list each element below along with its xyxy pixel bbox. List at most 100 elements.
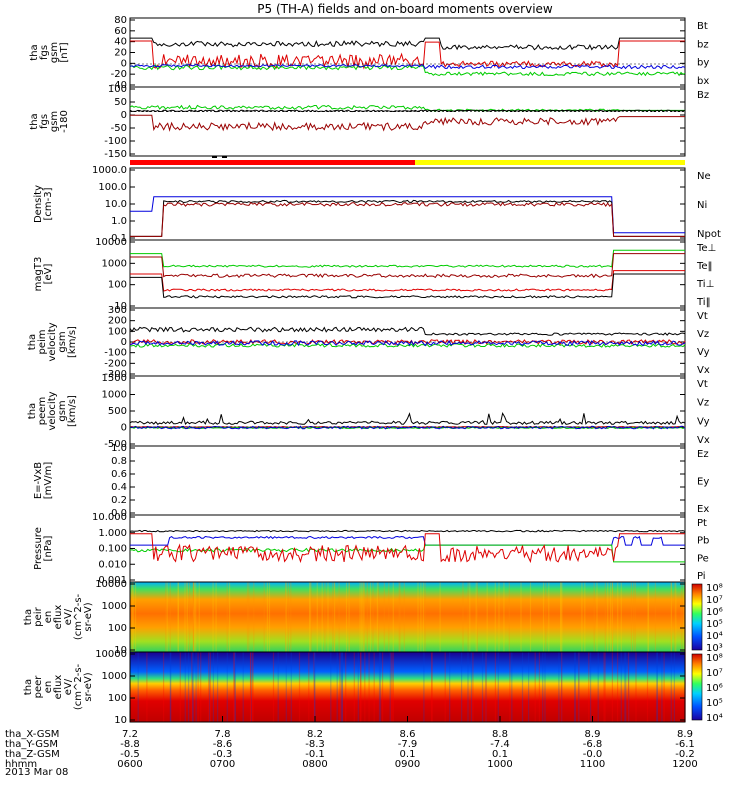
efield-ylabel-line: [mV/m] [43,462,54,500]
x-tick-x_gsm: 8.2 [307,729,323,740]
date-label: 2013 Mar 08 [5,767,68,778]
x-tick-y_gsm: -8.3 [305,739,325,750]
ion_spec-ylabel-line: en [43,611,54,624]
density-ytick-label: 0.1 [111,233,127,244]
ion_spec-ytick-label: 100 [108,623,127,634]
elec_spec-colorbar-label: 10⁵ [706,698,723,709]
ion_velocity-ylabel-line: velocity [47,322,58,361]
ion_spec-colorbar-label: 10⁸ [706,583,723,594]
ion_spec-ytick-label: 10 [114,645,127,656]
ion_spec-spectrogram [130,582,685,652]
pressure-trace [130,533,685,564]
temperature-legend-Te⊥: Te⊥ [696,243,716,254]
pressure-ylabel-line: [nPa] [43,535,54,561]
angles-ylabel-line: -180 [59,110,70,133]
ion_velocity-ytick-label: 0 [121,337,127,348]
elec_spec-colorbar-label: 10⁷ [706,668,723,679]
ion_velocity-ylabel-line: [km/s] [67,326,78,358]
ion_velocity-ylabel-line: peim [37,329,48,354]
elec_spec-colorbar-label: 10⁴ [706,713,723,724]
pressure-ytick-label: 1.000 [98,528,127,539]
electron_velocity-ytick-label: 1500 [102,373,127,384]
ion_spec-colorbar-label: 10³ [706,643,723,654]
ion_velocity-ylabel-line: tha [27,334,38,350]
ion_spec-colorbar-label: 10⁷ [706,595,723,606]
fgs-frame [129,17,686,88]
efield-ytick-label: 0.0 [111,508,127,519]
x-axis-table: tha_X-GSMtha_Y-GSMtha_Z-GSMhhmm7.2-8.8-0… [5,716,698,770]
plot-title: P5 (TH-A) fields and on-board moments ov… [257,2,553,16]
angles-ytick-label: -50 [111,123,127,134]
pressure-ytick-label: 0.010 [98,559,127,570]
density-trace [130,201,685,237]
fgs-ylabel-line: tha [29,44,40,60]
fgs-ytick-label: -20 [111,69,127,80]
pressure-trace [130,535,685,546]
electron_velocity-legend-Vt: Vt [697,379,708,390]
pressure-ytick-label: 0.001 [98,575,127,586]
fgs-ytick-label: -40 [111,80,127,91]
panel-electron_velocity: 1500 1000 500 0 -500 tha peem velocity gsm [km/s]… [27,373,710,450]
fgs-ytick-label: 0 [121,58,127,69]
x-row-label: tha_X-GSM [5,729,59,740]
x-tick-z_gsm: -0.0 [583,749,603,760]
ion_spec-ylabel-line: sr-eV) [83,602,94,631]
panel-efield: 1.0 0.8 0.6 0.4 0.2 0.0 E=-VxB [mV/m] Ez Ey Ex [33,443,709,519]
electron_velocity-legend-Vx: Vx [697,435,710,446]
elec_spec-ylabel-line: eflux [53,675,64,700]
x-tick-hhmm: 1200 [672,759,697,770]
ion_velocity-legend-Vx: Vx [697,365,710,376]
ion_velocity-trace [129,339,686,346]
fgs-ytick-label: 60 [114,26,127,37]
x-tick-z_gsm: 0.1 [400,749,416,760]
electron_velocity-legend-Vz: Vz [697,398,709,409]
density-ytick-label: 100.0 [98,182,127,193]
ion_velocity-legend-Vt: Vt [697,311,708,322]
ion_spec-ylabel-line: (cm^2-s- [73,593,84,640]
angles-ytick-label: 50 [114,97,127,108]
density-ylabel-line: Density [33,185,44,223]
elec_spec-ylabel-line: eV/ [63,678,74,695]
ion_spec-colorbar-label: 10⁵ [706,619,723,630]
x-tick-z_gsm: -0.5 [120,749,140,760]
angles-ylabel-line: tha [29,113,40,129]
temperature-ytick-label: 1000 [102,258,127,269]
elec_spec-ytick-label: 10000 [95,649,127,660]
angles-legend-Bz: Bz [697,90,709,101]
ion_velocity-ytick-label: 100 [108,326,127,337]
fgs-trace [130,40,685,70]
pressure-ytick-label: 0.100 [98,544,127,555]
ion_spec-ylabel-line: tha [23,609,34,625]
x-tick-hhmm: 0800 [302,759,327,770]
x-tick-hhmm: 0700 [210,759,235,770]
fgs-ytick-label: 40 [114,37,127,48]
elec_spec-colorbar-label: 10⁶ [706,683,723,694]
ion_velocity-ylabel-line: gsm [57,331,68,352]
temperature-ylabel-line: magT3 [33,257,44,292]
efield-ytick-label: 0.8 [111,456,127,467]
density-legend-Ni: Ni [697,200,707,211]
pressure-legend-Pt: Pt [697,518,707,529]
ion_spec-ylabel-line: peir [33,606,44,626]
ion_velocity-ytick-label: 200 [108,316,127,327]
efield-legend-Ez: Ez [697,449,709,460]
elec_spec-ytick-label: 10 [114,715,127,726]
angles-frame [129,86,686,157]
x-tick-y_gsm: -7.9 [398,739,418,750]
panel-pressure: 10.000 1.000 0.100 0.010 0.001 Pressure [nPa] P… [33,512,709,586]
x-tick-x_gsm: 7.2 [122,729,138,740]
pressure-ylabel-line: Pressure [33,527,44,570]
temperature-trace [130,253,685,279]
efield-ytick-label: 0.6 [111,469,127,480]
elec_spec-colorbar-label: 10⁸ [706,653,723,664]
x-tick-z_gsm: -0.2 [675,749,695,760]
x-tick-x_gsm: 8.8 [492,729,508,740]
temperature-legend-Ti‖: Ti‖ [696,297,711,308]
efield-ytick-label: 0.2 [111,495,127,506]
angles-ytick-label: -100 [104,136,127,147]
ion_velocity-trace [129,339,686,347]
ion_velocity-trace [129,326,686,336]
x-tick-z_gsm: -0.1 [305,749,325,760]
